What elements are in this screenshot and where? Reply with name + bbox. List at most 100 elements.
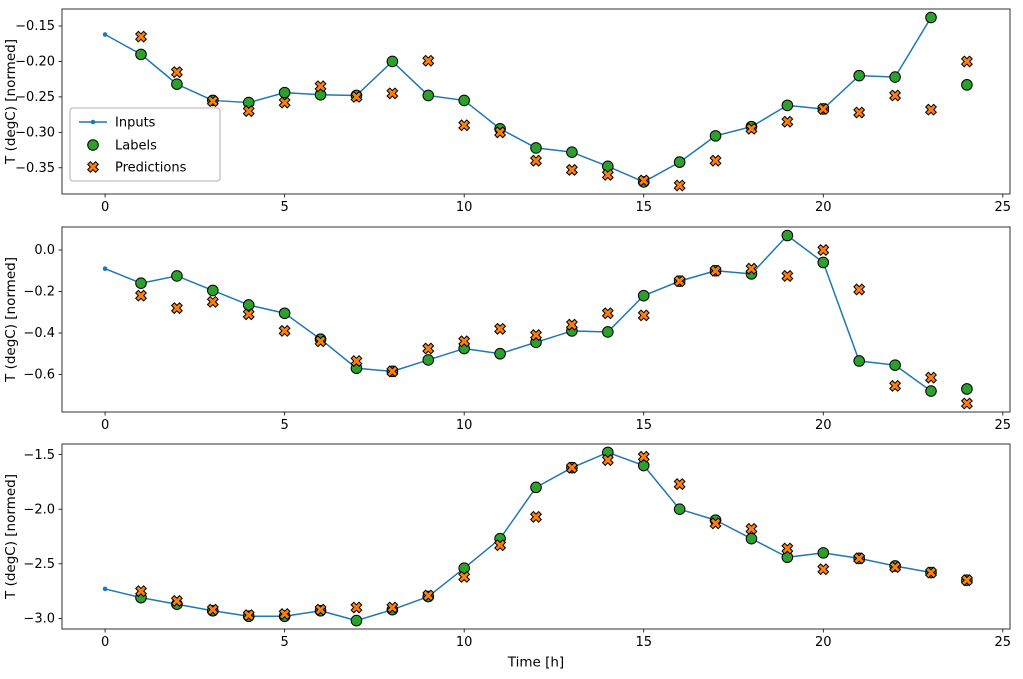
labels-point <box>889 71 901 83</box>
predictions-point <box>206 95 219 108</box>
labels-point <box>278 86 291 99</box>
predictions-point <box>278 96 291 109</box>
labels-point <box>637 459 650 472</box>
y-tick-label: −0.35 <box>15 161 55 176</box>
inputs-line <box>104 17 932 183</box>
predictions-point <box>601 454 614 467</box>
predictions-point <box>960 55 973 68</box>
labels-point <box>637 289 650 302</box>
predictions-point <box>889 89 902 102</box>
predictions-point <box>817 563 830 576</box>
x-tick-label: 0 <box>101 635 109 650</box>
predictions-point <box>458 335 471 348</box>
predictions-point <box>278 608 291 621</box>
predictions-point <box>494 126 507 139</box>
predictions-point <box>673 275 686 288</box>
predictions-point <box>529 329 543 342</box>
predictions-point <box>673 179 686 192</box>
predictions-point <box>386 87 399 100</box>
predictions-point <box>745 122 758 135</box>
predictions-point <box>960 397 973 410</box>
x-tick-label: 10 <box>456 200 473 215</box>
labels-point <box>673 503 686 515</box>
predictions-point <box>817 102 830 115</box>
predictions-point <box>134 289 148 302</box>
labels-point <box>889 359 901 371</box>
predictions-point <box>314 335 327 348</box>
predictions-point <box>960 574 973 587</box>
predictions-point <box>529 154 543 167</box>
inputs-line <box>104 234 932 392</box>
predictions-point <box>386 365 399 378</box>
legend-label: Labels <box>115 139 157 154</box>
labels-point <box>530 481 542 494</box>
predictions-point <box>350 601 363 614</box>
predictions-point <box>386 601 399 614</box>
inputs-line <box>104 451 932 622</box>
x-tick-label: 5 <box>280 418 288 433</box>
predictions-point <box>673 478 686 491</box>
legend-inputs-dot <box>90 119 96 125</box>
predictions-point <box>170 302 183 315</box>
predictions-point <box>924 103 938 116</box>
x-tick-label: 25 <box>995 200 1012 215</box>
legend-box <box>69 107 221 182</box>
y-tick-label: −3.0 <box>23 612 55 627</box>
inputs-marker <box>102 32 108 37</box>
y-tick-label: −0.4 <box>23 326 55 341</box>
inputs-marker <box>102 266 108 271</box>
predictions-point <box>170 594 183 607</box>
predictions-point <box>709 264 722 277</box>
x-tick-label: 0 <box>101 418 109 433</box>
labels-point <box>817 547 830 559</box>
x-tick-label: 5 <box>280 635 288 650</box>
x-tick-label: 15 <box>635 635 652 650</box>
legend: Inputs Labels Predictions <box>69 107 221 182</box>
x-tick-label: 25 <box>995 635 1012 650</box>
predictions-point <box>170 66 183 79</box>
predictions-point <box>206 603 219 616</box>
x-tick-label: 25 <box>995 418 1012 433</box>
predictions-point <box>853 106 866 119</box>
predictions-point <box>817 244 830 257</box>
labels-point <box>673 156 686 168</box>
x-tick-label: 5 <box>280 200 288 215</box>
predictions-point <box>458 570 471 583</box>
labels-point <box>422 89 435 102</box>
predictions-point <box>314 603 327 616</box>
y-axis-label: T (degC) [normed] <box>3 474 19 600</box>
predictions-point <box>494 539 507 552</box>
predictions-point <box>529 510 543 523</box>
predictions-point <box>637 450 650 463</box>
x-tick-label: 15 <box>635 418 652 433</box>
labels-point <box>853 355 865 367</box>
predictions-point <box>601 307 614 320</box>
labels-point <box>602 326 614 338</box>
predictions-point <box>745 262 758 275</box>
predictions-point <box>889 561 902 574</box>
x-tick-label: 0 <box>101 200 109 215</box>
predictions-point <box>889 379 902 392</box>
labels-point <box>781 229 794 242</box>
labels-point <box>781 99 794 112</box>
labels-point <box>494 347 506 360</box>
predictions-point <box>350 90 363 103</box>
labels-point <box>961 79 973 91</box>
predictions-point <box>494 322 507 335</box>
labels-point <box>386 55 399 68</box>
labels-point <box>566 146 578 158</box>
x-tick-label: 10 <box>456 635 473 650</box>
labels-point <box>171 270 183 282</box>
x-tick-label: 20 <box>815 635 832 650</box>
labels-point <box>853 69 865 82</box>
predictions-point <box>278 324 291 337</box>
predictions-point <box>565 163 578 176</box>
predictions-point <box>709 154 722 167</box>
labels-point <box>171 78 183 90</box>
x-tick-label: 20 <box>815 418 832 433</box>
inputs-marker <box>102 586 108 592</box>
predictions-point <box>709 517 722 530</box>
y-tick-label: −0.2 <box>23 285 55 300</box>
